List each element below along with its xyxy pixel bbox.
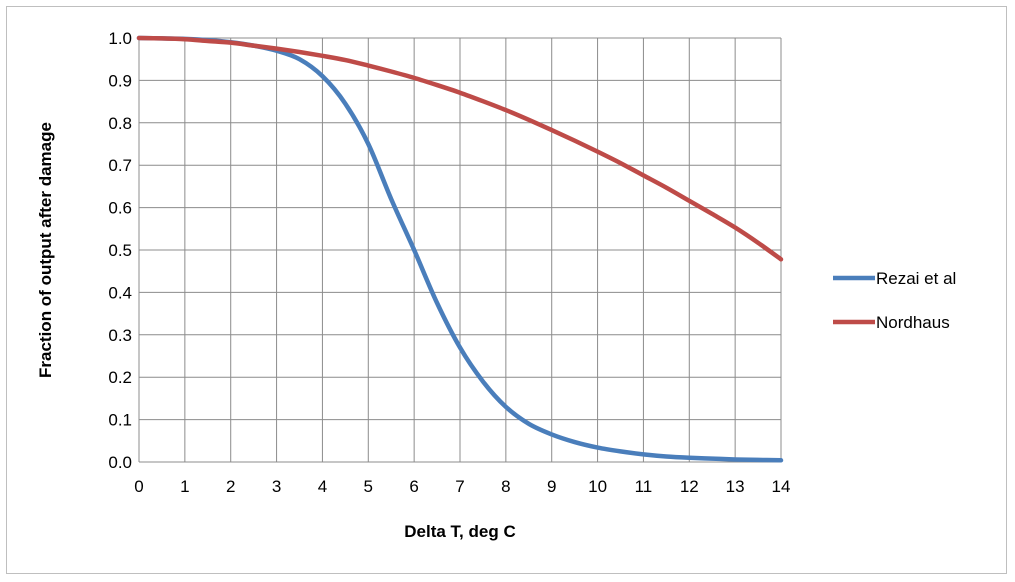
- x-tick-label: 13: [726, 477, 745, 496]
- x-axis-title: Delta T, deg C: [404, 522, 515, 541]
- y-tick-label: 0.6: [108, 199, 132, 218]
- x-tick-label: 2: [226, 477, 235, 496]
- y-tick-label: 0.7: [108, 156, 132, 175]
- x-tick-label: 0: [134, 477, 143, 496]
- y-tick-labels: 0.0 0.1 0.2 0.3 0.4 0.5 0.6 0.7 0.8 0.9 1.0: [108, 29, 132, 472]
- y-tick-label: 0.5: [108, 241, 132, 260]
- x-tick-label: 4: [318, 477, 327, 496]
- x-tick-label: 5: [364, 477, 373, 496]
- x-tick-label: 10: [588, 477, 607, 496]
- x-tick-label: 8: [501, 477, 510, 496]
- x-tick-label: 12: [680, 477, 699, 496]
- y-tick-label: 0.0: [108, 453, 132, 472]
- y-tick-label: 0.1: [108, 411, 132, 430]
- legend-label-nordhaus: Nordhaus: [876, 313, 950, 332]
- x-tick-label: 9: [547, 477, 556, 496]
- series-line-nordhaus: [136, 35, 784, 262]
- series-layer: [136, 35, 784, 463]
- y-tick-label: 0.4: [108, 283, 132, 302]
- y-tick-label: 0.8: [108, 114, 132, 133]
- x-tick-label: 6: [409, 477, 418, 496]
- x-tick-label: 14: [772, 477, 791, 496]
- y-axis-title: Fraction of output after damage: [36, 122, 55, 378]
- y-tick-label: 1.0: [108, 29, 132, 48]
- x-tick-label: 7: [455, 477, 464, 496]
- x-tick-label: 1: [180, 477, 189, 496]
- x-tick-label: 11: [635, 477, 653, 496]
- y-tick-label: 0.9: [108, 71, 132, 90]
- y-tick-label: 0.3: [108, 326, 132, 345]
- grid: [138, 37, 782, 463]
- y-tick-label: 0.2: [108, 368, 132, 387]
- x-tick-label: 3: [272, 477, 281, 496]
- x-tick-labels: 0 1 2 3 4 5 6 7 8 9 10 11 12 13 14: [134, 477, 790, 496]
- legend-label-rezai-et-al: Rezai et al: [876, 269, 956, 288]
- legend: Rezai et al Nordhaus: [833, 269, 956, 332]
